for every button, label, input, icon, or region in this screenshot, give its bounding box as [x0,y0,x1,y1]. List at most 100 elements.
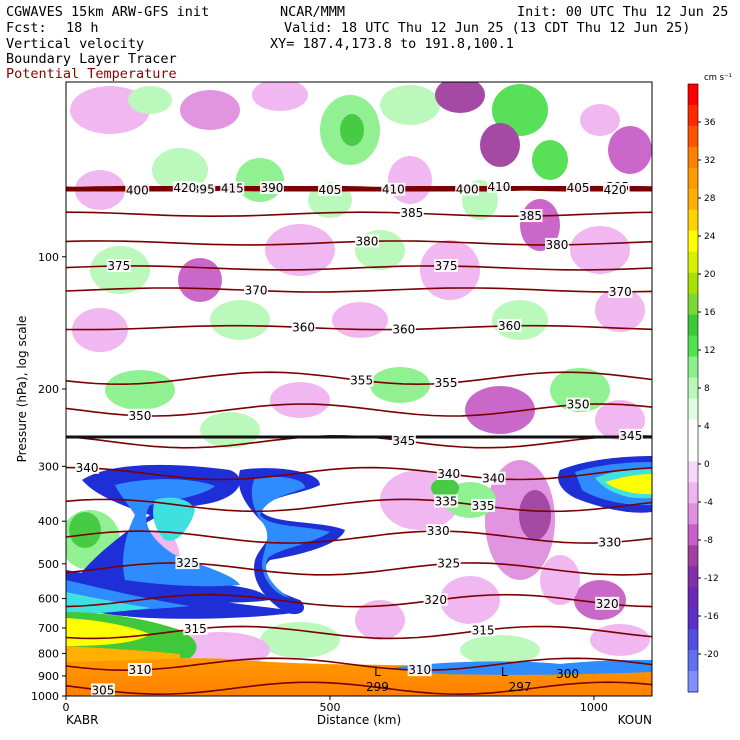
colorbar-swatch [688,587,698,609]
field-boundary-layer-tracer: Boundary Layer Tracer [6,51,177,67]
vertical-velocity-field: 305 310 310 315 315 320 320 325 325 330 330 335 335 3… [66,82,652,696]
y-tick-label: 700 [38,622,59,635]
theta-label-bg [317,182,342,196]
velocity-blob [252,82,308,111]
colorbar-tick-label: 24 [704,232,716,242]
colorbar-tick-label: 20 [704,270,716,280]
theta-contour-315 [66,625,652,640]
colorbar-swatch [688,608,698,630]
theta-label: 370 [245,284,268,298]
theta-label: 340 [437,467,460,481]
y-tick-label: 300 [38,460,59,473]
colorbar: 36 32 28 24 20 16 12 8 4 0 -4 -8 -12 -16 -20 [687,83,719,693]
theta-label-bg [220,181,245,195]
theta-contour-370 [66,287,652,293]
theta-label: 335 [472,499,495,513]
theta-label-bg [127,662,152,676]
velocity-blob [440,576,500,624]
colorbar-tick-label: 4 [704,422,710,432]
surface-theta-label: 299 [366,680,389,694]
theta-label-bg [172,181,197,195]
theta-label: 340 [76,461,99,475]
colorbar-swatch [688,84,698,106]
colorbar-swatch [688,419,698,441]
colorbar-swatch [688,272,698,295]
colorbar-tick-label: -8 [704,536,713,546]
velocity-blob [380,85,440,125]
velocity-blob [370,367,430,403]
colorbar-tick-label: 32 [704,156,715,166]
theta-label: 390 [260,181,283,195]
theta-label-bg [399,206,424,220]
theta-label-bg [471,623,496,637]
colorbar-tick-label: -12 [704,574,719,584]
colorbar-swatch [688,335,698,358]
velocity-blob [388,156,432,204]
theta-contour-320 [66,593,652,608]
y-tick-label: 200 [38,383,59,396]
theta-label: 395 [192,182,215,196]
theta-label: 410 [487,180,510,194]
theta-label-bg [175,556,200,570]
theta-label-bg [127,408,152,422]
velocity-blob [550,368,610,412]
model-title: CGWAVES 15km ARW-GFS init [6,4,210,20]
colorbar-swatch [688,125,698,148]
theta-label-bg [75,460,100,474]
theta-label: 315 [184,622,207,636]
theta-label: 370 [609,285,632,299]
theta-label-bg [608,284,633,298]
colorbar-swatch [688,209,698,232]
theta-contour-420 [66,185,652,192]
theta-label-bg [544,237,569,251]
theta-label-bg [391,433,416,447]
start-station-label: KABR [66,713,98,727]
theta-label: 345 [392,434,415,448]
theta-contours [66,185,652,696]
velocity-blob [465,386,535,434]
theta-label-bg [291,320,316,334]
theta-contour-340 [66,466,652,481]
velocity-blob [128,86,172,114]
theta-label: 400 [456,182,479,196]
theta-label-bg [436,467,461,481]
velocity-blob [580,104,620,136]
theta-label-bg [434,376,459,390]
theta-contour-385 [66,211,652,218]
colorbar-swatch [688,629,698,651]
theta-label-bg [434,494,459,508]
tracer-region [605,474,652,495]
colorbar-swatch [688,398,698,420]
theta-label-bg [486,179,511,193]
velocity-blob [152,148,208,192]
theta-label: 310 [408,663,431,677]
velocity-blob [460,635,540,665]
velocity-blob [435,82,485,113]
theta-contour-330 [66,530,652,544]
velocity-blob [332,302,388,338]
theta-label: 405 [567,181,590,195]
theta-label-bg [349,373,374,387]
y-tick-label: 600 [38,593,59,606]
theta-label: 315 [472,623,495,637]
colorbar-swatch [688,545,698,567]
theta-label-bg [407,663,432,677]
theta-label: 360 [392,322,415,336]
colorbar-swatch [688,251,698,274]
theta-label-bg [566,180,591,194]
y-tick-label: 800 [38,647,59,660]
colorbar-swatch [688,230,698,253]
theta-contour-360 [66,324,652,331]
velocity-blob [105,370,175,410]
velocity-blob [532,140,568,180]
theta-label: 355 [350,373,373,387]
theta-label-bg [597,535,622,549]
field-vertical-velocity: Vertical velocity [6,36,145,52]
colorbar-swatch [688,440,698,462]
theta-label-bg [354,234,379,248]
colorbar-swatch [688,146,698,169]
velocity-blob [69,512,101,548]
theta-label: 385 [519,209,542,223]
velocity-blob [178,258,222,302]
theta-label: 325 [437,557,460,571]
